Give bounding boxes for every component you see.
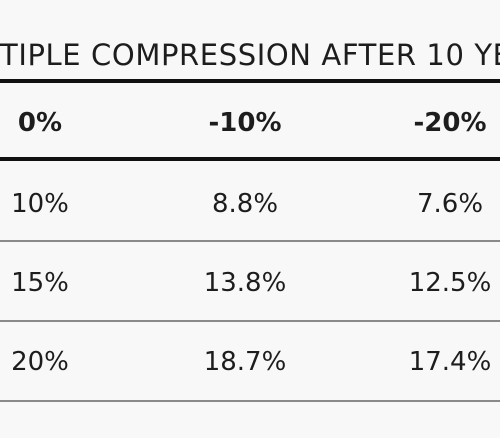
table-title: TIPLE COMPRESSION AFTER 10 YEA <box>0 38 500 72</box>
row-cell: 7.6% <box>416 189 484 219</box>
header-cell-minus20pct: -20% <box>413 108 487 138</box>
row-cell: 18.7% <box>203 347 287 377</box>
header-rule <box>0 157 500 161</box>
row-cell: 13.8% <box>203 268 287 298</box>
header-cell-0pct: 0% <box>17 108 63 138</box>
row-cell: 8.8% <box>211 189 279 219</box>
row-divider <box>0 240 500 242</box>
row-cell: 20% <box>11 347 69 377</box>
row-cell: 10% <box>11 189 69 219</box>
row-divider <box>0 320 500 322</box>
row-divider <box>0 400 500 402</box>
row-cell: 17.4% <box>408 347 492 377</box>
header-cell-minus10pct: -10% <box>208 108 282 138</box>
row-cell: 12.5% <box>408 268 492 298</box>
row-cell: 15% <box>11 268 69 298</box>
title-rule <box>0 79 500 83</box>
